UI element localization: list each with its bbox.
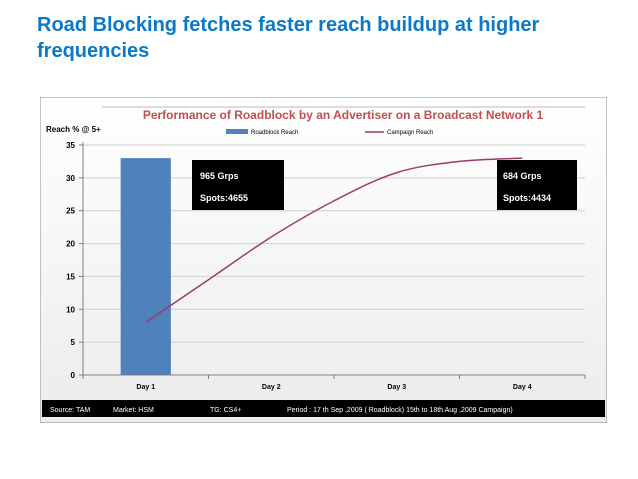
period-label: Period : 17 th Sep ,2009 ( Roadblock) 15… — [287, 407, 513, 414]
y-tick-labels: 0 5 10 15 20 25 30 35 — [66, 141, 83, 380]
y-tick-label-30: 30 — [66, 174, 75, 183]
chart-frame: Performance of Roadblock by an Advertise… — [39, 96, 608, 424]
slide-title: Road Blocking fetches faster reach build… — [37, 14, 540, 62]
source-bar: Source: TAM Market: HSM TG: CS4+ Period … — [42, 400, 605, 417]
annotation-day4-grps: 684 Grps — [503, 171, 542, 181]
y-tick-label-0: 0 — [71, 371, 76, 380]
y-tick-label-10: 10 — [66, 305, 75, 314]
x-tick-label-4: Day 4 — [513, 384, 532, 391]
legend-label-campaign: Campaign Reach — [387, 130, 433, 136]
legend-label-roadblock: Roadblock Reach — [251, 130, 298, 136]
annotation-day4-box — [497, 160, 577, 210]
x-tick-label-3: Day 3 — [387, 384, 406, 391]
y-tick-label-20: 20 — [66, 240, 75, 249]
y-tick-label-35: 35 — [66, 141, 75, 150]
source-bar-background — [42, 400, 605, 417]
annotation-day4: 684 Grps Spots:4434 — [497, 160, 577, 210]
annotation-day1-spots: Spots:4655 — [200, 193, 248, 203]
y-tick-label-25: 25 — [66, 207, 75, 216]
y-axis-label: Reach % @ 5+ — [46, 125, 101, 134]
bars — [120, 158, 171, 375]
annotation-day1-box — [192, 160, 284, 210]
market-label: Market: HSM — [113, 407, 154, 414]
legend-swatch-roadblock — [226, 129, 248, 134]
annotation-day1: 965 Grps Spots:4655 — [192, 160, 284, 210]
chart-svg: Performance of Roadblock by an Advertise… — [39, 96, 608, 424]
bar-roadblock-day-1 — [120, 158, 171, 375]
chart-title: Performance of Roadblock by an Advertise… — [143, 108, 544, 122]
y-tick-label-5: 5 — [71, 338, 76, 347]
tg-label: TG: CS4+ — [210, 407, 241, 414]
x-tick-label-2: Day 2 — [262, 384, 281, 391]
line-series — [145, 157, 523, 324]
annotation-day1-grps: 965 Grps — [200, 171, 239, 181]
legend: Roadblock Reach Campaign Reach — [226, 129, 433, 136]
annotation-day4-spots: Spots:4434 — [503, 193, 551, 203]
line-campaign-reach — [145, 157, 523, 324]
x-tick-labels: Day 1 Day 2 Day 3 Day 4 — [82, 375, 586, 391]
source-label: Source: TAM — [50, 407, 90, 414]
y-tick-label-15: 15 — [66, 272, 75, 281]
x-tick-label-1: Day 1 — [136, 384, 155, 391]
